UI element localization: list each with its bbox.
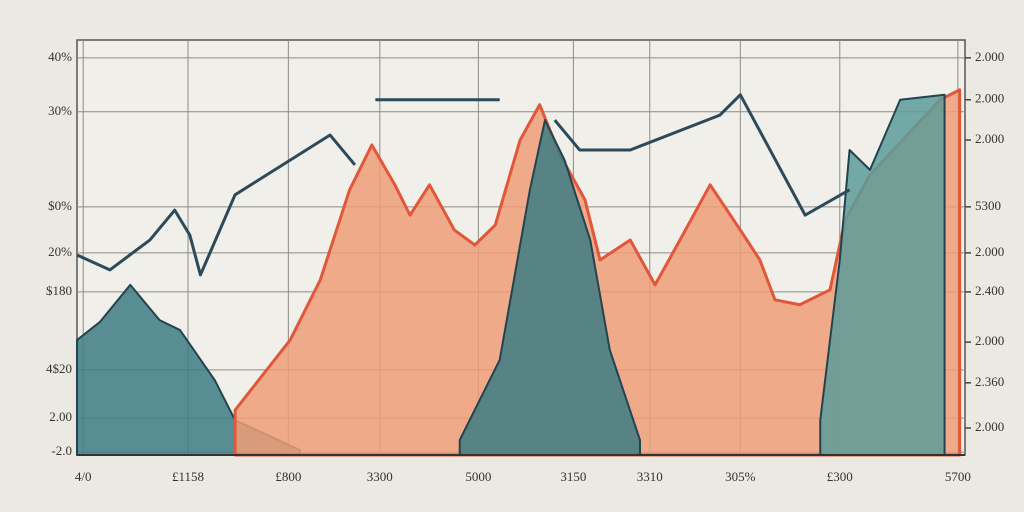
y2-tick-label: 2.360 bbox=[975, 374, 1004, 389]
y-tick-label: 30% bbox=[48, 103, 72, 118]
x-tick-label: £300 bbox=[827, 469, 853, 484]
y-tick-label: -2.0 bbox=[51, 443, 72, 458]
y-tick-label: 20% bbox=[48, 244, 72, 259]
y2-tick-label: 5300 bbox=[975, 198, 1001, 213]
y2-tick-label: 2.000 bbox=[975, 91, 1004, 106]
y-tick-label: $0% bbox=[48, 198, 72, 213]
y-tick-label: 2.00 bbox=[49, 409, 72, 424]
x-tick-label: £1158 bbox=[172, 469, 204, 484]
x-tick-label: 4/0 bbox=[75, 469, 92, 484]
y2-tick-label: 2.000 bbox=[975, 49, 1004, 64]
y2-tick-label: 2.000 bbox=[975, 131, 1004, 146]
marks bbox=[76, 88, 965, 457]
y-tick-label: 40% bbox=[48, 49, 72, 64]
line bbox=[76, 133, 357, 277]
y-tick-label: $180 bbox=[46, 283, 72, 298]
y2-tick-label: 2.000 bbox=[975, 419, 1004, 434]
x-tick-label: 3310 bbox=[637, 469, 663, 484]
y2-tick-label: 2.000 bbox=[975, 333, 1004, 348]
x-tick-label: £800 bbox=[275, 469, 301, 484]
x-tick-label: 305% bbox=[725, 469, 756, 484]
x-tick-label: 3150 bbox=[560, 469, 586, 484]
x-tick-label: 5700 bbox=[945, 469, 971, 484]
line bbox=[553, 93, 851, 217]
y-tick-label: 4$20 bbox=[46, 361, 72, 376]
y2-tick-label: 2.000 bbox=[975, 244, 1004, 259]
y2-tick-label: 2.400 bbox=[975, 283, 1004, 298]
labels: 40% 30% $0% 20% $180 4$20 2.00 -2.0 2.000 2.000 2.… bbox=[46, 49, 1004, 484]
x-tick-label: 5000 bbox=[465, 469, 491, 484]
x-tick-label: 3300 bbox=[367, 469, 393, 484]
